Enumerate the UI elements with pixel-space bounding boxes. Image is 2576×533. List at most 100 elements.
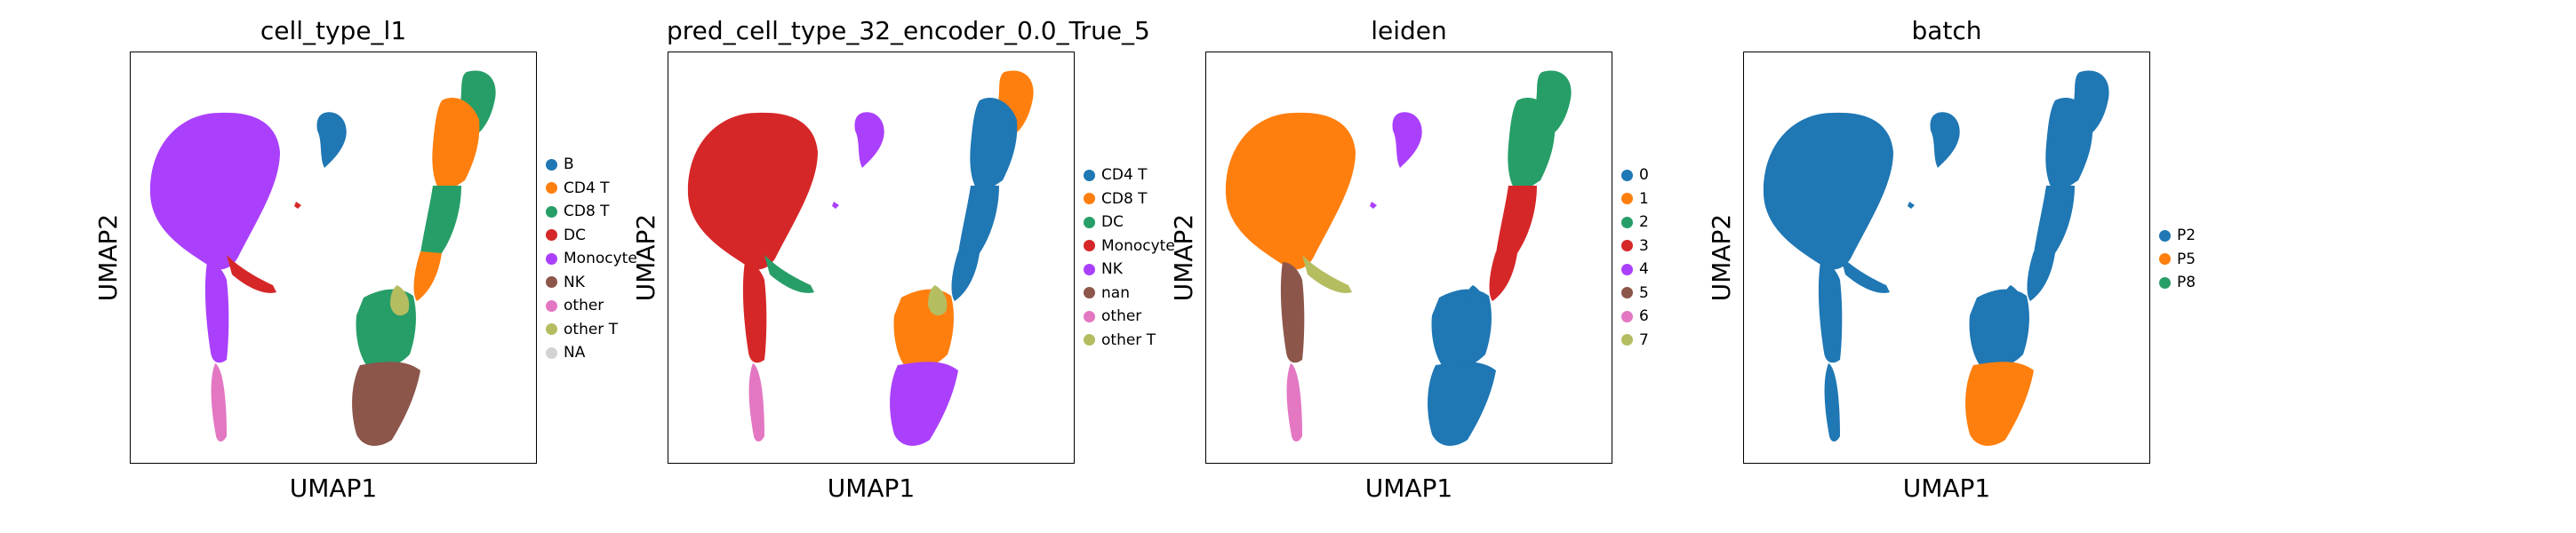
legend-item: 0 <box>1621 163 1649 187</box>
cluster-right-olive <box>2004 285 2023 316</box>
legend-label: 1 <box>1639 189 1649 208</box>
legend-marker <box>2159 253 2171 265</box>
cluster-right-bottom <box>1428 362 1496 446</box>
cluster-right-mid2 <box>413 251 442 301</box>
cluster-right-mid2 <box>2027 251 2055 301</box>
umap-scatter <box>1225 70 1572 446</box>
cluster-left-tail <box>1818 262 1843 363</box>
cluster-left-bottom-tail <box>748 363 764 442</box>
cluster-tiny <box>1370 202 1377 209</box>
legend-item: B <box>546 153 637 177</box>
legend-marker <box>1084 310 1095 322</box>
legend-marker <box>546 323 557 335</box>
cluster-right-olive <box>390 285 410 316</box>
cluster-right-mid2 <box>1489 251 1517 301</box>
chart-title: pred_cell_type_32_encoder_0.0_True_5 <box>667 16 1150 45</box>
chart-title: leiden <box>1371 16 1447 45</box>
panel-batch: batch UMAP2 UMAP1 P2 P5 P8 <box>1702 0 2342 533</box>
legend-marker <box>546 182 557 194</box>
umap-scatter <box>149 70 496 446</box>
x-axis-label: UMAP1 <box>1364 473 1453 503</box>
legend: B CD4 T CD8 T DC Monocyte NK other other T NA <box>546 153 637 365</box>
cluster-left-blob <box>1225 112 1356 270</box>
legend-marker <box>1621 334 1633 346</box>
legend-label: NK <box>564 273 585 291</box>
plot-area <box>1205 52 1612 464</box>
legend-marker <box>546 299 557 312</box>
cluster-left-blob <box>687 112 818 270</box>
cluster-right-mid2 <box>951 251 980 301</box>
cluster-small-top <box>854 112 884 168</box>
umap-scatter <box>687 70 1034 446</box>
y-axis-label: UMAP2 <box>1169 213 1198 302</box>
legend-label: CD4 T <box>564 179 610 197</box>
chart-title: cell_type_l1 <box>260 16 407 45</box>
legend-item: P5 <box>2159 248 2196 272</box>
legend-marker <box>1084 263 1095 275</box>
legend-label: NA <box>564 344 586 362</box>
cluster-small-top <box>1930 112 1960 168</box>
legend-item: DC <box>1084 211 1175 235</box>
cluster-left-bottom-tail <box>211 363 227 442</box>
cluster-left-arm <box>227 255 276 293</box>
legend-item: 6 <box>1621 305 1649 329</box>
legend-label: 2 <box>1639 213 1649 231</box>
legend-item: NK <box>546 271 637 295</box>
legend-item: 5 <box>1621 282 1649 306</box>
legend-item: other T <box>546 318 637 342</box>
cluster-left-bottom-tail <box>1824 363 1840 442</box>
legend-label: DC <box>1101 213 1124 231</box>
legend-label: other T <box>1101 330 1156 349</box>
cluster-right-upper <box>2045 97 2093 195</box>
panel-pred-cell-type: pred_cell_type_32_encoder_0.0_True_5 UMA… <box>627 0 1267 533</box>
legend-marker <box>1621 287 1633 298</box>
cluster-tiny <box>1908 202 1915 209</box>
legend-item: 3 <box>1621 235 1649 259</box>
legend-label: CD8 T <box>564 203 610 220</box>
legend-item: 7 <box>1621 329 1649 353</box>
cluster-right-olive <box>928 285 948 316</box>
legend-label: 3 <box>1639 236 1649 255</box>
legend-item: other T <box>1084 329 1175 353</box>
cluster-small-top <box>316 112 347 168</box>
legend: 0 1 2 3 4 5 6 7 <box>1621 163 1649 352</box>
legend-label: NK <box>1101 260 1123 278</box>
legend-marker <box>1621 263 1633 275</box>
legend-label: nan <box>1101 283 1130 302</box>
y-axis-label: UMAP2 <box>1707 213 1736 302</box>
legend-marker <box>1084 287 1095 298</box>
legend-item: P2 <box>2159 224 2196 248</box>
x-axis-label: UMAP1 <box>1902 473 1991 503</box>
plot-area <box>668 52 1075 464</box>
cluster-left-blob <box>1763 112 1893 270</box>
legend-item: CD4 T <box>546 177 637 201</box>
legend-label: 5 <box>1639 283 1649 302</box>
legend-marker <box>1084 334 1095 346</box>
legend-label: P2 <box>2177 227 2196 244</box>
legend-item: Monocyte <box>1084 235 1175 259</box>
legend-marker <box>2159 229 2171 242</box>
legend-marker <box>1621 310 1633 322</box>
legend: CD4 T CD8 T DC Monocyte NK nan other other T <box>1084 163 1175 352</box>
chart-title: batch <box>1911 16 1982 45</box>
legend-marker <box>1621 169 1633 181</box>
cluster-right-upper <box>970 97 1018 195</box>
legend-item: CD8 T <box>546 200 637 224</box>
legend-marker <box>546 229 557 241</box>
legend-marker <box>1084 216 1095 228</box>
cluster-right-mid <box>1496 186 1537 259</box>
cluster-left-arm <box>1840 255 1890 293</box>
legend-item: Monocyte <box>546 247 637 271</box>
cluster-right-mid <box>420 186 461 259</box>
y-axis-label: UMAP2 <box>631 213 660 302</box>
legend: P2 P5 P8 <box>2159 224 2196 295</box>
legend-label: 7 <box>1639 330 1649 349</box>
legend-marker <box>1084 240 1095 251</box>
legend-item: other <box>546 294 637 318</box>
legend-item: nan <box>1084 282 1175 306</box>
cluster-left-tail <box>742 262 767 363</box>
y-axis-label: UMAP2 <box>93 213 123 302</box>
cluster-tiny <box>832 202 839 209</box>
umap-scatter <box>1763 70 2109 446</box>
cluster-left-bottom-tail <box>1286 363 1302 442</box>
